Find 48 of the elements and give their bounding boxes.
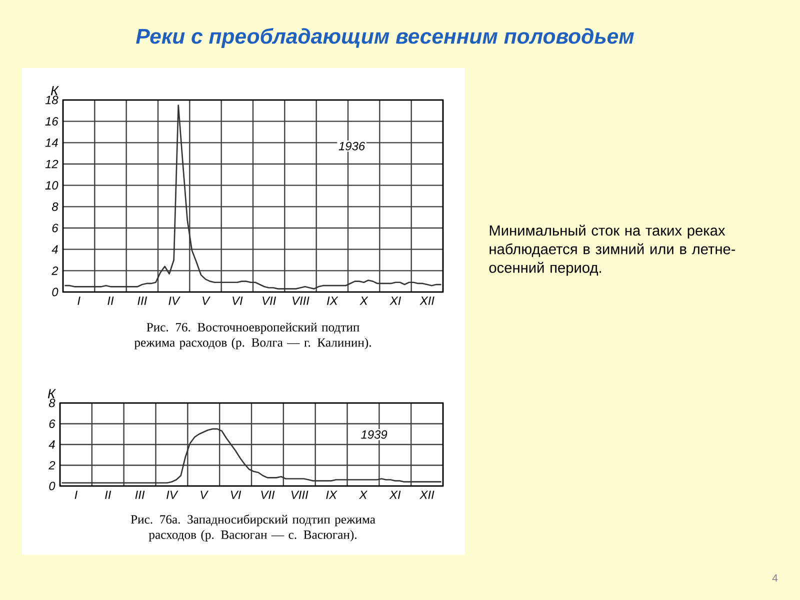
y-tick-label: 8 bbox=[52, 202, 58, 211]
x-tick-label: V bbox=[202, 296, 210, 305]
x-tick-label: X bbox=[359, 490, 368, 499]
y-tick-label: 0 bbox=[52, 288, 58, 296]
x-tick-label: VI bbox=[232, 296, 243, 305]
x-tick-label: XI bbox=[390, 296, 402, 305]
x-tick-label: III bbox=[138, 296, 148, 305]
x-tick-label: XII bbox=[420, 296, 434, 305]
x-tick-label: II bbox=[105, 490, 112, 499]
y-tick-label: 2 bbox=[52, 266, 58, 275]
text: Рис. 76. Восточноевропейский подтип режима расходов (р. Волга — г. Калинин). bbox=[134, 322, 371, 350]
y-tick-label: 6 bbox=[52, 224, 58, 232]
y-tick-label: 6 bbox=[49, 420, 56, 428]
x-tick-label: VII bbox=[262, 296, 276, 305]
x-tick-label: VIII bbox=[291, 490, 308, 499]
annotation: 1939 bbox=[361, 430, 388, 439]
y-tick-label: 16 bbox=[45, 117, 58, 126]
text: 4 bbox=[772, 574, 778, 582]
x-tick-label: I bbox=[74, 490, 78, 499]
x-tick-label: VII bbox=[261, 490, 275, 499]
x-tick-label: XI bbox=[389, 490, 401, 499]
y-tick-label: 4 bbox=[48, 440, 55, 449]
x-tick-label: IV bbox=[166, 490, 178, 499]
x-tick-label: III bbox=[135, 490, 145, 499]
y-tick-label: 10 bbox=[45, 181, 58, 190]
y-tick-label: 18 bbox=[45, 96, 58, 104]
y-tick-label: 8 bbox=[48, 398, 56, 408]
y-axis-title: К bbox=[50, 86, 59, 96]
x-tick-label: IX bbox=[326, 296, 338, 305]
y-tick-label: 0 bbox=[49, 482, 56, 490]
annotation: 1936 bbox=[338, 142, 366, 150]
text: Рис. 76а. Западносибирский подтип режима расходов (р. Васюган — с. Васюган). bbox=[130, 514, 376, 542]
y-tick-label: 2 bbox=[48, 461, 56, 470]
x-tick-label: I bbox=[78, 296, 80, 305]
text: Минимальный сток на таких реках наблюдается в зимний или в летне-осенний период. bbox=[489, 224, 736, 276]
y-tick-label: 12 bbox=[45, 160, 58, 168]
x-tick-label: VIII bbox=[292, 296, 310, 305]
y-tick-label: 4 bbox=[52, 245, 58, 254]
y-tick-label: 14 bbox=[45, 138, 58, 147]
text: Реки с преобладающим весенним половодьем bbox=[136, 28, 634, 48]
x-tick-label: II bbox=[108, 296, 114, 305]
x-tick-label: IX bbox=[326, 490, 338, 499]
x-tick-label: VI bbox=[230, 490, 242, 499]
y-axis-title: К bbox=[48, 389, 56, 398]
x-tick-label: XII bbox=[420, 490, 434, 499]
x-tick-label: V bbox=[200, 490, 209, 499]
x-tick-label: IV bbox=[168, 296, 180, 305]
x-tick-label: X bbox=[360, 296, 368, 305]
